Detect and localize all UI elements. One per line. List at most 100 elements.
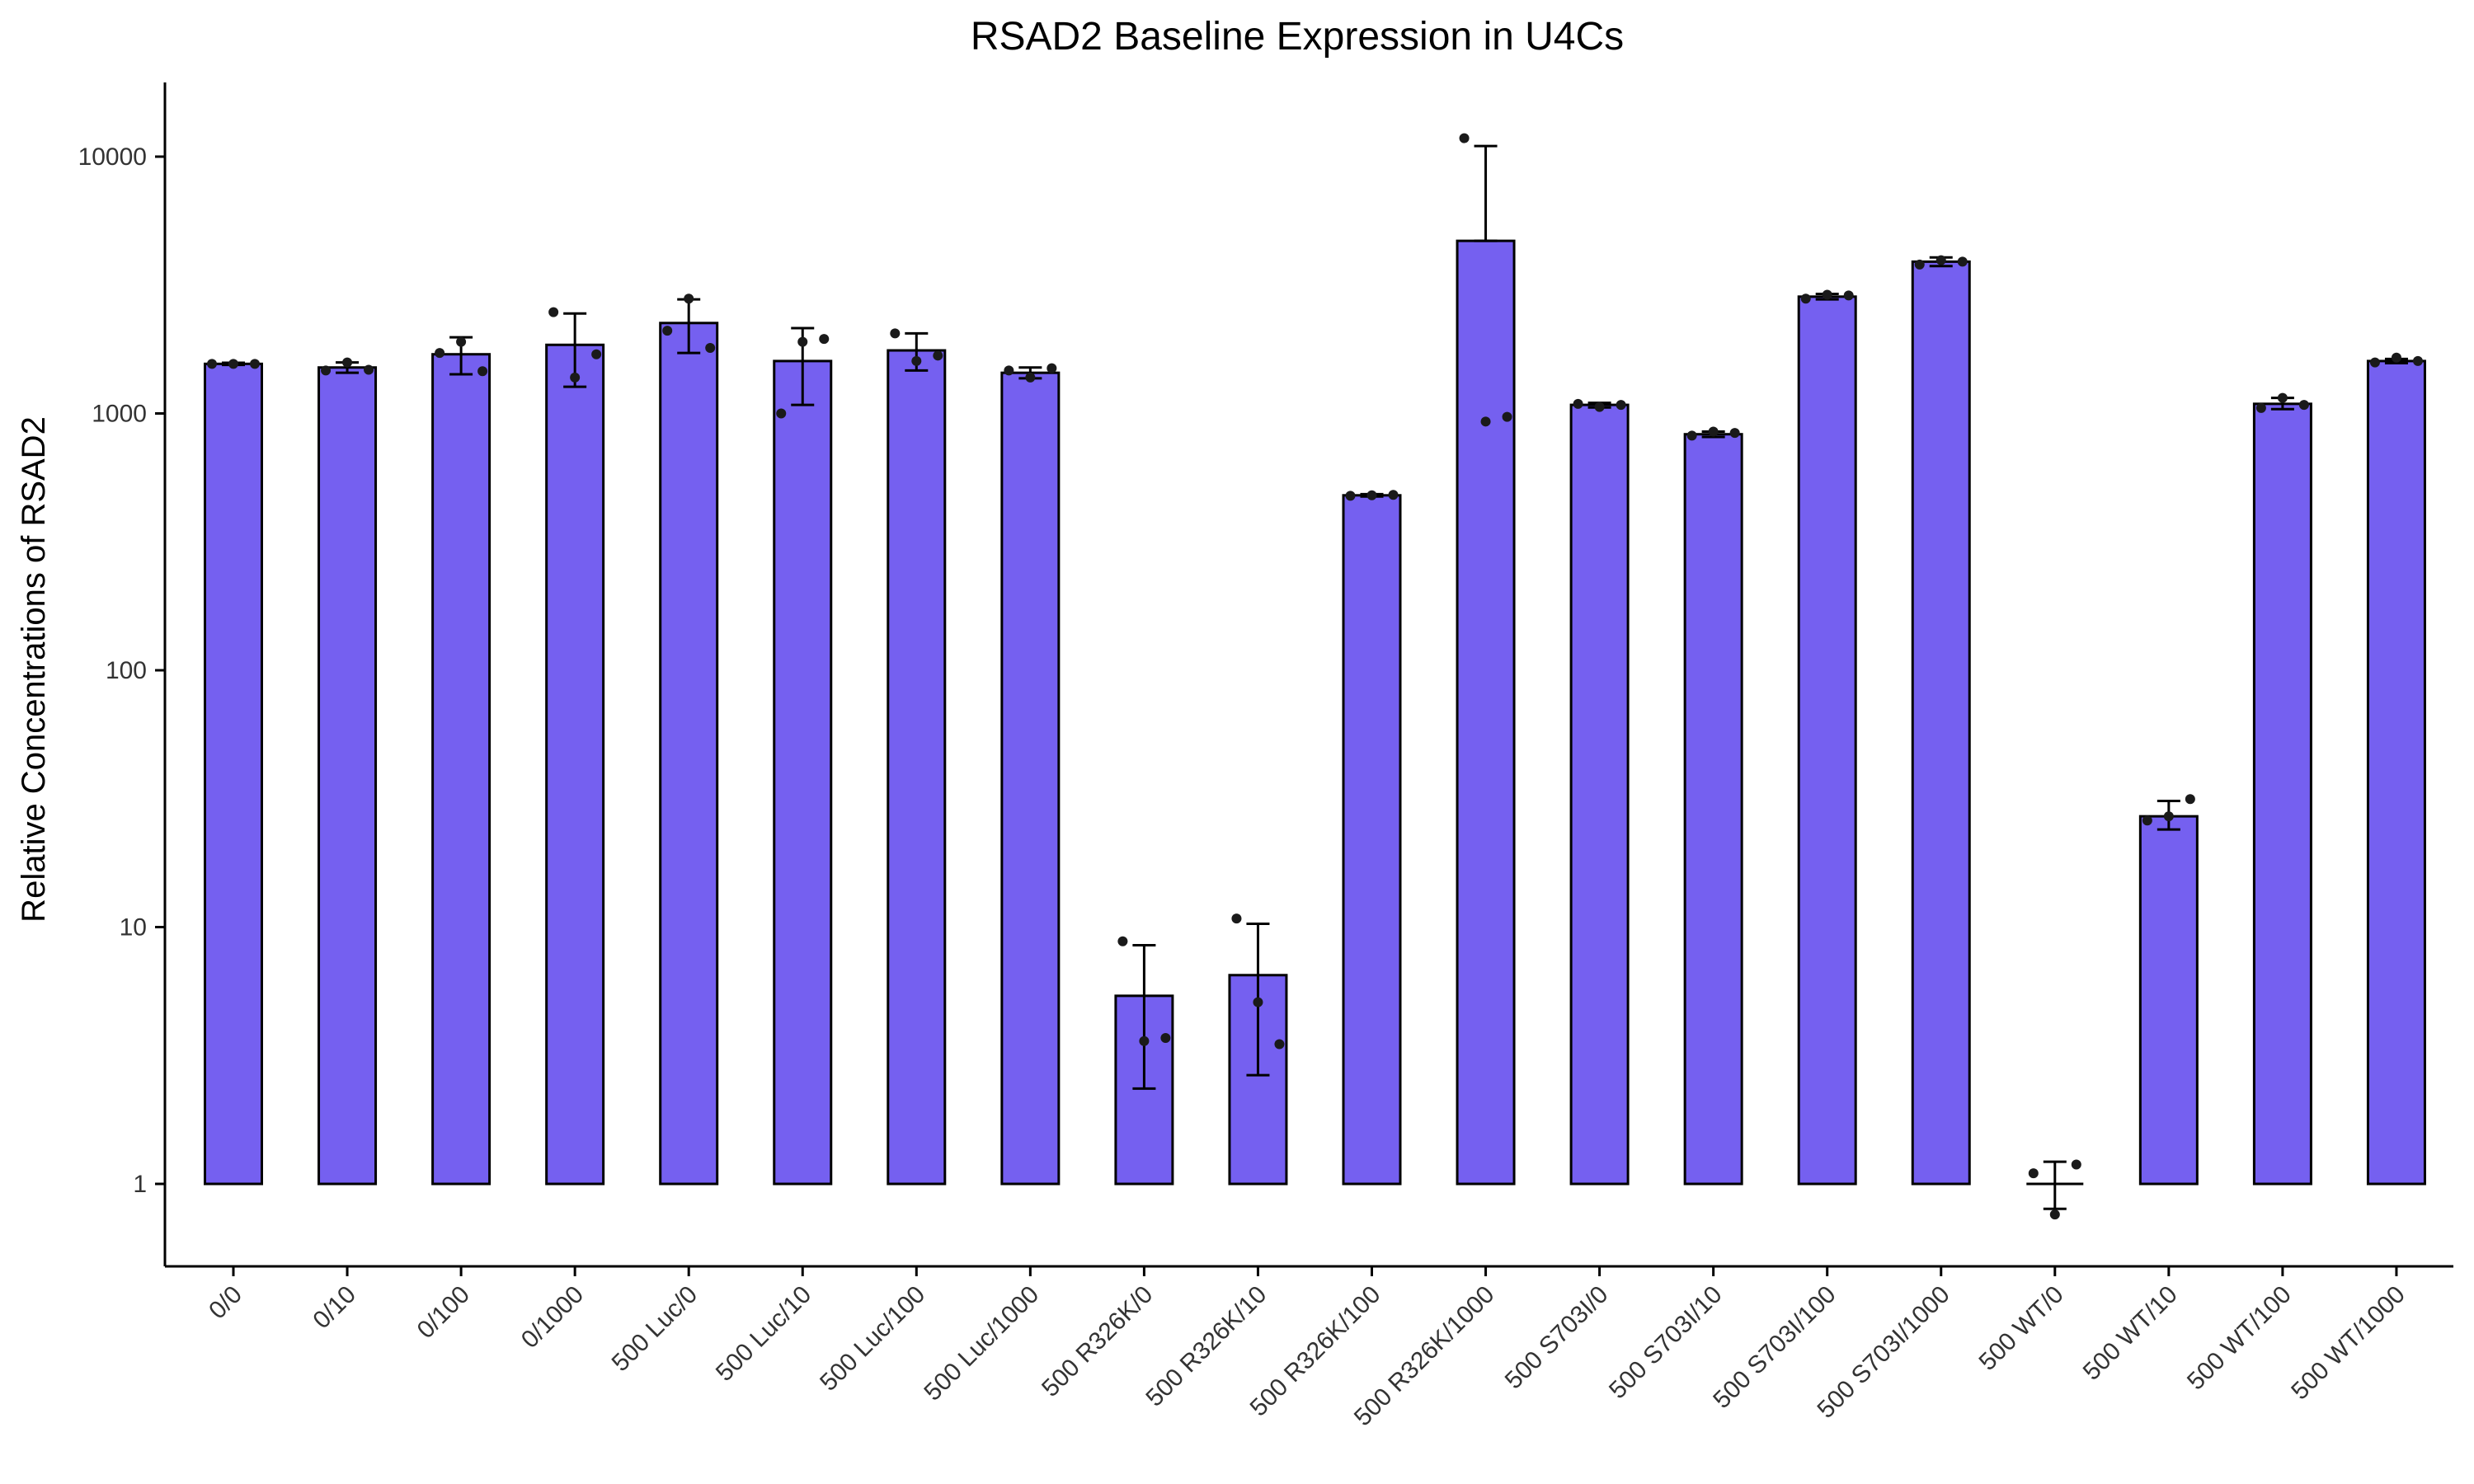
- bar: [773, 359, 833, 1186]
- x-tick-label: 0/1000: [516, 1281, 589, 1354]
- x-tick-label: 500 Luc/100: [815, 1281, 930, 1397]
- x-axis: 0/0 0/10 0/100 0/1000 500 Luc/0 500 Luc/10500…: [165, 1265, 2453, 1431]
- data-point: [435, 348, 445, 359]
- bar: [887, 349, 947, 1186]
- y-tick-label: 1000: [92, 401, 147, 428]
- data-point: [570, 372, 581, 383]
- data-point: [1616, 400, 1626, 411]
- x-tick-label: 500 S703I/0: [1500, 1281, 1614, 1395]
- data-point: [2391, 352, 2401, 363]
- data-point: [1139, 1036, 1150, 1046]
- y-axis-label: Relative Concentrations of RSAD2: [16, 416, 52, 923]
- data-point: [1459, 133, 1470, 143]
- y-tick-label: 10000: [78, 143, 147, 171]
- data-point: [1800, 294, 1811, 304]
- data-point: [1729, 428, 1740, 439]
- x-tick-label: 0/0: [204, 1281, 247, 1325]
- x-tick-label: 500 S703I/10: [1604, 1281, 1728, 1405]
- x-tick-label: 500 R326K/10: [1141, 1281, 1272, 1412]
- data-point: [797, 336, 808, 347]
- data-point: [2255, 402, 2266, 413]
- x-tick-label: 500 R326K/0: [1037, 1281, 1158, 1402]
- bar: [2252, 402, 2312, 1186]
- bar: [431, 353, 492, 1186]
- bar: [545, 343, 605, 1186]
- data-point: [1822, 289, 1832, 300]
- x-tick-label: 500 WT/100: [2182, 1281, 2297, 1396]
- data-point: [2277, 392, 2288, 403]
- data-point: [1935, 255, 1946, 265]
- data-point: [1594, 402, 1605, 412]
- bar: [2138, 815, 2199, 1186]
- x-tick-label: 0/10: [308, 1281, 361, 1335]
- bar: [1000, 371, 1061, 1186]
- data-point: [1345, 491, 1356, 501]
- x-tick-label: 500 S703I/100: [1708, 1281, 1841, 1414]
- data-points-group: [207, 133, 2423, 1220]
- data-point: [456, 336, 467, 347]
- data-point: [342, 357, 353, 368]
- data-point: [776, 408, 787, 419]
- data-point: [1160, 1033, 1171, 1044]
- y-tick-label: 1: [133, 1171, 147, 1198]
- x-tick-label: 500 Luc/0: [607, 1281, 703, 1378]
- bar: [659, 322, 719, 1186]
- data-point: [890, 328, 901, 339]
- bars-group: [204, 239, 2426, 1186]
- data-point: [1047, 363, 1057, 373]
- data-point: [2142, 815, 2152, 826]
- data-point: [1686, 430, 1697, 441]
- error-bar: [1474, 144, 1498, 242]
- data-point: [207, 359, 217, 369]
- data-point: [1502, 411, 1512, 422]
- bar: [1911, 260, 1971, 1186]
- x-tick-label: 500 WT/0: [1973, 1281, 2068, 1376]
- data-point: [1004, 365, 1014, 376]
- data-point: [1957, 256, 1968, 267]
- data-point: [2028, 1168, 2039, 1179]
- data-point: [1573, 398, 1583, 409]
- x-tick-label: 500 WT/10: [2078, 1281, 2183, 1386]
- data-point: [2369, 357, 2380, 368]
- x-tick-label: 500 Luc/10: [711, 1281, 816, 1387]
- data-point: [364, 364, 374, 375]
- y-tick-label: 10: [120, 914, 147, 942]
- x-tick-label: 0/100: [412, 1281, 475, 1344]
- data-point: [2163, 811, 2174, 822]
- bar: [1456, 239, 1516, 1186]
- data-point: [2185, 794, 2195, 805]
- error-bar: [2043, 1160, 2067, 1210]
- data-point: [2071, 1159, 2081, 1170]
- data-point: [2412, 355, 2423, 366]
- x-tick-label: 500 Luc/1000: [919, 1281, 1044, 1407]
- chart-title: RSAD2 Baseline Expression in U4Cs: [971, 15, 1624, 59]
- bar: [1569, 403, 1630, 1186]
- data-point: [228, 359, 238, 369]
- y-axis: 1 10 100 1000 10000: [78, 82, 167, 1266]
- bar: [204, 362, 263, 1186]
- data-point: [2049, 1209, 2060, 1220]
- data-point: [933, 350, 943, 361]
- bar: [2366, 359, 2426, 1186]
- data-point: [477, 366, 488, 377]
- data-point: [1388, 490, 1399, 500]
- data-point: [1274, 1039, 1285, 1050]
- data-point: [1843, 290, 1854, 301]
- data-point: [1231, 913, 1242, 924]
- data-point: [1117, 936, 1128, 946]
- data-point: [591, 349, 602, 359]
- data-point: [1914, 259, 1925, 270]
- error-bar: [1132, 943, 1156, 1090]
- bar: [1342, 494, 1402, 1186]
- x-tick-label: 500 WT/1000: [2286, 1281, 2411, 1406]
- data-point: [1708, 426, 1719, 437]
- bar: [1683, 433, 1743, 1186]
- bar: [317, 366, 378, 1186]
- data-point: [250, 359, 260, 369]
- data-point: [321, 365, 332, 376]
- data-point: [1480, 416, 1491, 427]
- data-point: [1366, 490, 1377, 500]
- data-point: [684, 294, 694, 304]
- data-point: [1025, 372, 1036, 383]
